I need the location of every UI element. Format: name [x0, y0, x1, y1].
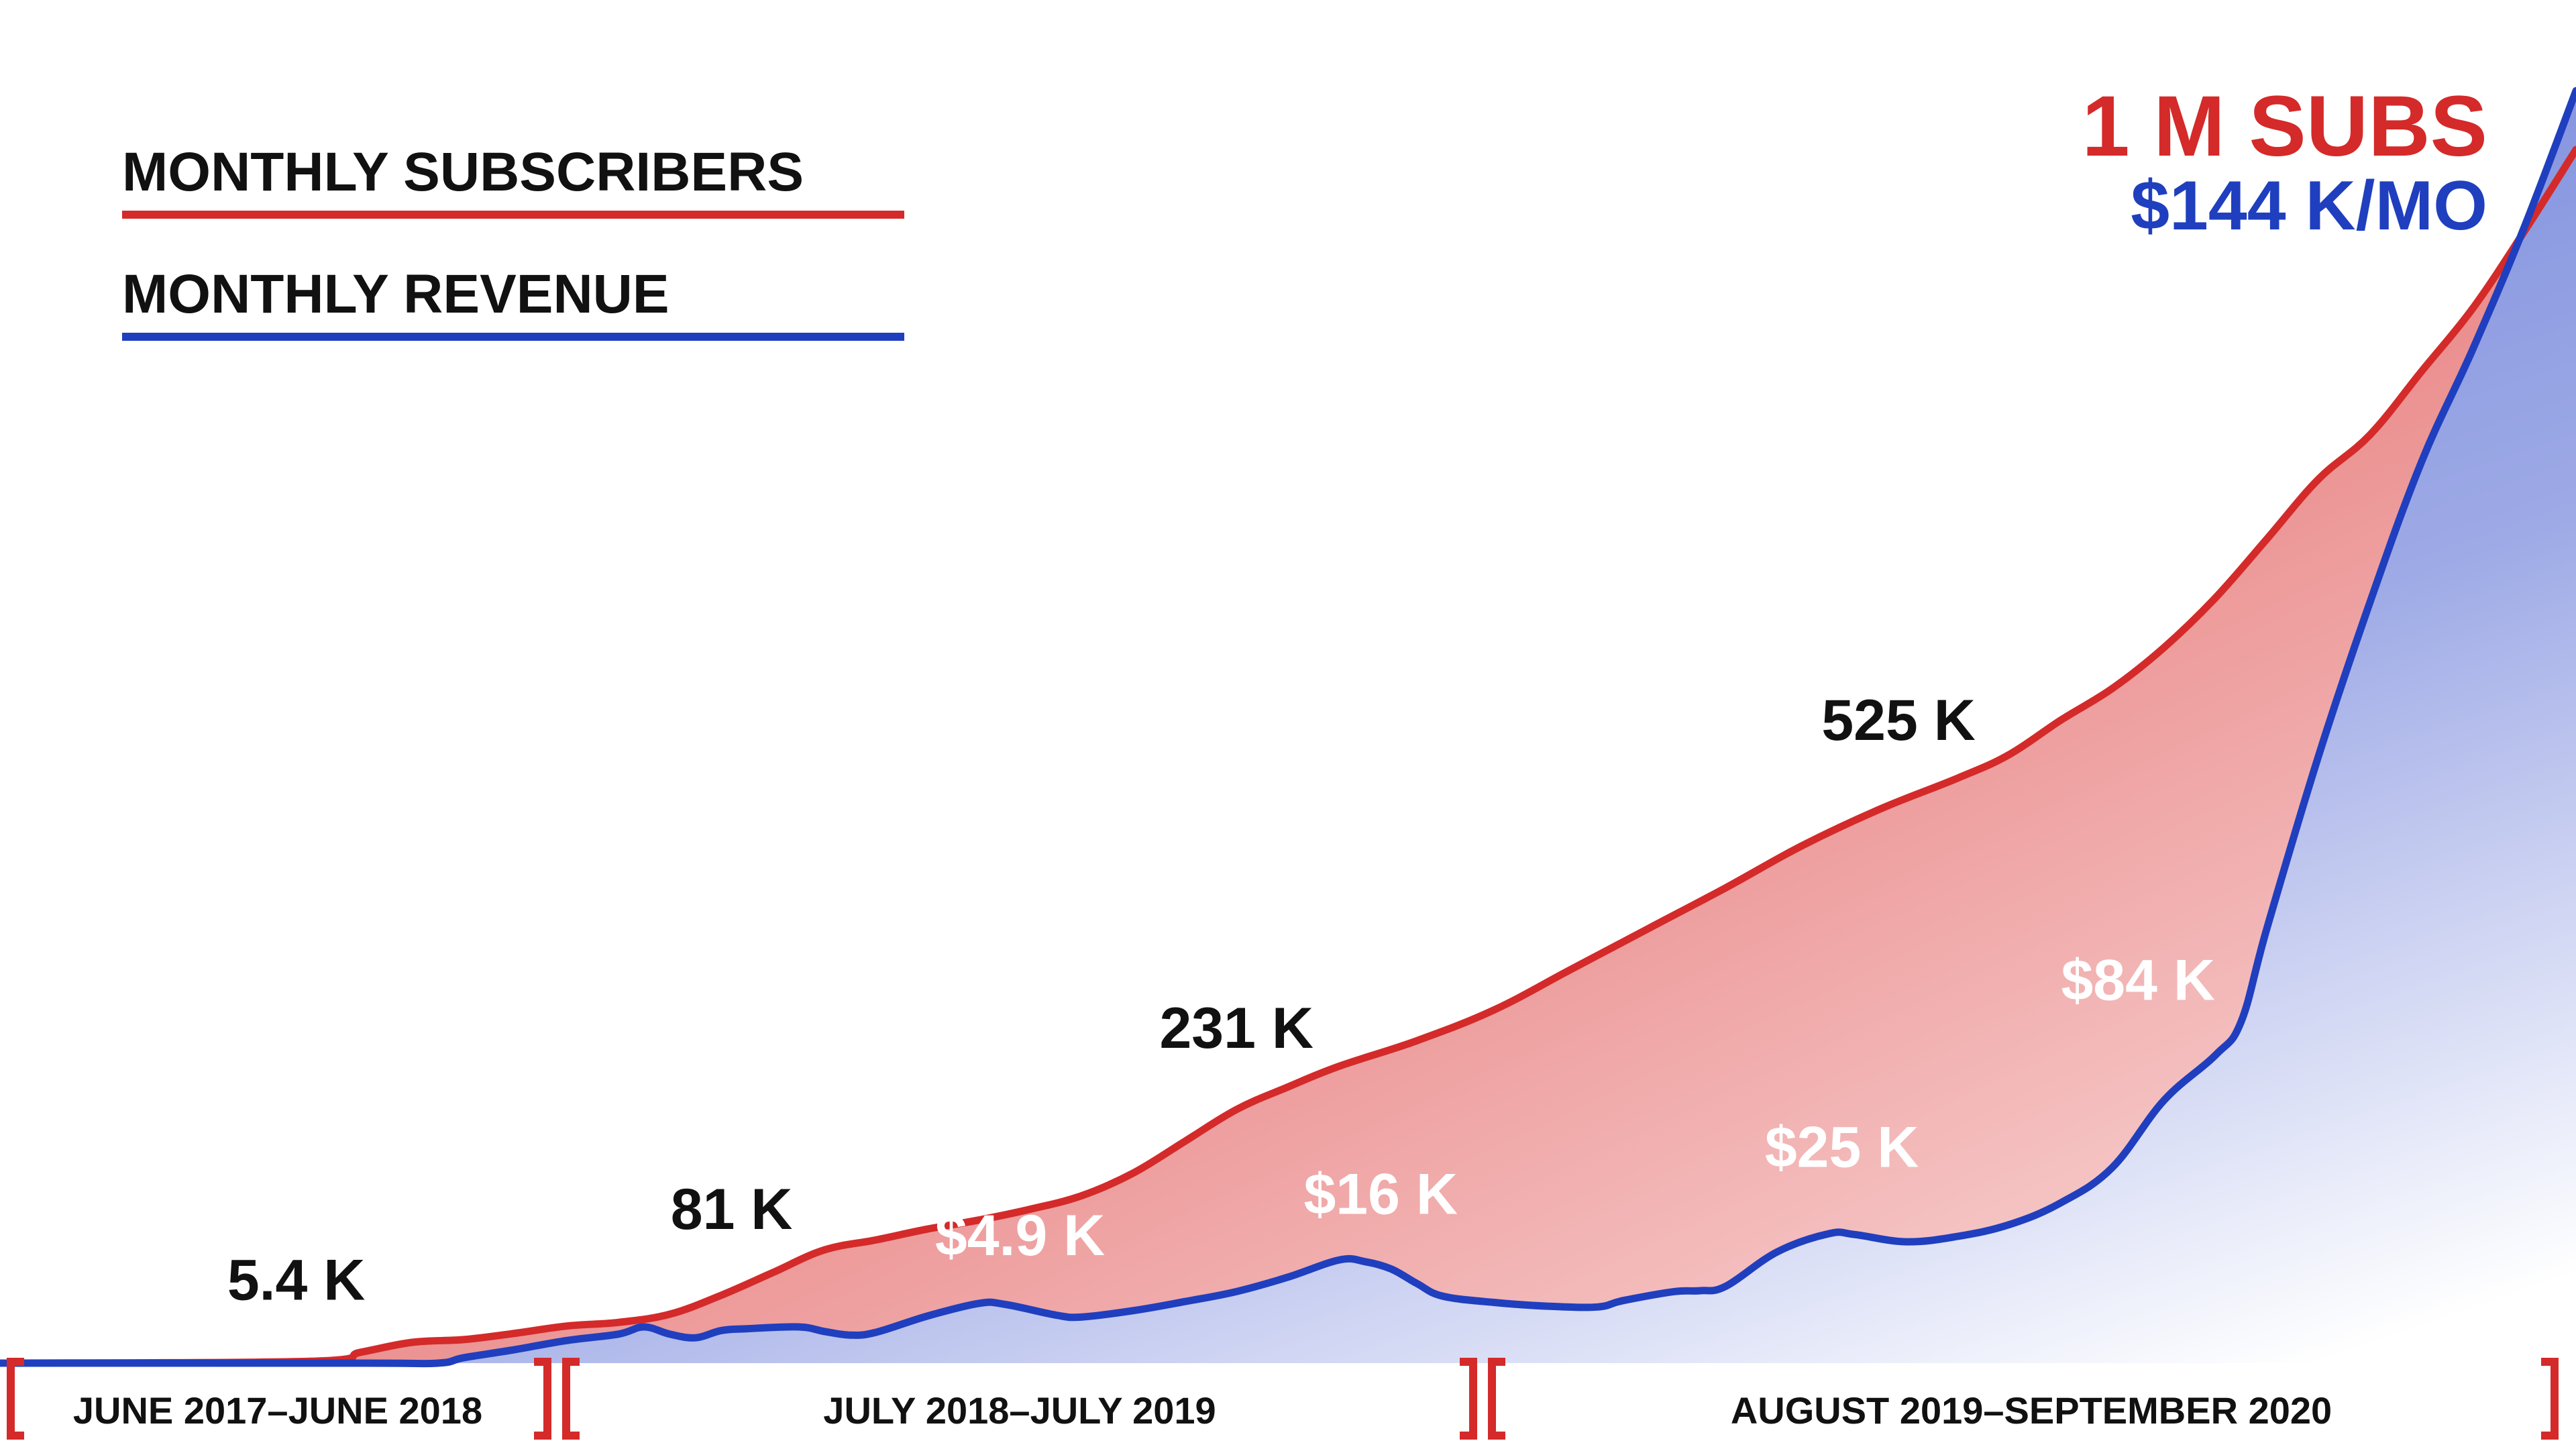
revenue-area — [0, 91, 2576, 1364]
period-label-1: JUNE 2017–JUNE 2018 — [73, 1389, 482, 1432]
period-bracket-left — [7, 1358, 24, 1440]
headline-revenue: $144 K/MO — [2131, 167, 2487, 245]
point-labels: 5.4 K 81 K 231 K 525 K $4.9 K $16 K $25 K $84 K — [227, 688, 2215, 1312]
subscribers-area — [0, 150, 2576, 1363]
period-bracket-2 — [1460, 1358, 1505, 1440]
legend-subscribers-label: MONTHLY SUBSCRIBERS — [122, 142, 804, 203]
period-axis: JUNE 2017–JUNE 2018 JULY 2018–JULY 2019 … — [7, 1358, 2559, 1440]
revenue-data-label: $16 K — [1303, 1162, 1458, 1226]
revenue-line — [0, 87, 2576, 1368]
period-label-2: JULY 2018–JULY 2019 — [823, 1389, 1216, 1432]
period-bracket-right — [2541, 1358, 2559, 1440]
subscribers-line — [0, 146, 2576, 1367]
chart-lines — [0, 87, 2576, 1368]
legend: MONTHLY SUBSCRIBERS MONTHLY REVENUE — [122, 142, 904, 341]
revenue-data-label: $25 K — [1765, 1116, 1919, 1180]
subscribers-data-label: 5.4 K — [227, 1248, 366, 1312]
legend-revenue-label: MONTHLY REVENUE — [122, 264, 669, 325]
period-label-3: AUGUST 2019–SEPTEMBER 2020 — [1731, 1389, 2332, 1432]
subscribers-data-label: 81 K — [671, 1177, 793, 1242]
revenue-data-label: $4.9 K — [935, 1203, 1105, 1268]
period-bracket-1 — [534, 1358, 580, 1440]
chart-areas — [0, 91, 2576, 1364]
legend-subscribers-swatch — [122, 211, 904, 219]
revenue-data-label: $84 K — [2061, 949, 2215, 1013]
headline-subs: 1 M SUBS — [2082, 78, 2487, 174]
subscribers-data-label: 231 K — [1159, 996, 1313, 1061]
legend-revenue-swatch — [122, 333, 904, 341]
subscribers-data-label: 525 K — [1821, 688, 1976, 753]
